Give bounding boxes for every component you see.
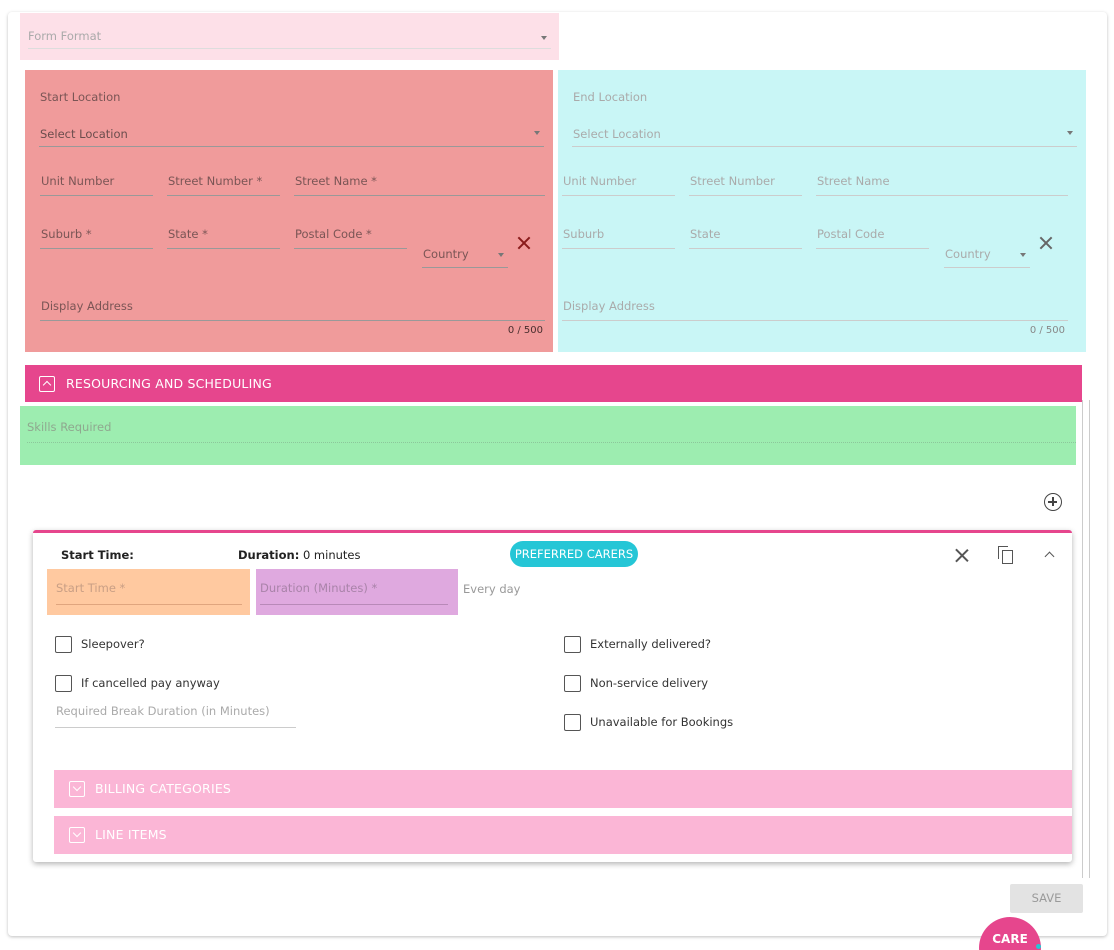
unavailable-bookings-label: Unavailable for Bookings bbox=[590, 715, 734, 729]
billing-categories-title: BILLING CATEGORIES bbox=[95, 781, 232, 796]
end-unit-number-input[interactable]: Unit Number bbox=[562, 174, 675, 196]
non-service-delivery-checkbox[interactable] bbox=[564, 675, 581, 692]
chevron-down-icon bbox=[541, 36, 547, 40]
end-display-address-input[interactable]: Display Address bbox=[562, 299, 1068, 321]
duration-field-label: Duration (Minutes) * bbox=[260, 581, 378, 595]
sleepover-checkbox[interactable] bbox=[55, 636, 72, 653]
duration-summary: Duration: 0 minutes bbox=[238, 548, 360, 562]
start-time-field-label: Start Time * bbox=[56, 581, 126, 595]
externally-delivered-label: Externally delivered? bbox=[590, 637, 711, 651]
skills-underline bbox=[27, 442, 1076, 443]
non-service-delivery-label: Non-service delivery bbox=[590, 676, 709, 690]
end-country-label: Country bbox=[945, 247, 991, 261]
start-unit-number-input[interactable]: Unit Number bbox=[40, 174, 153, 196]
expand-icon[interactable] bbox=[69, 827, 85, 843]
skills-required-label: Skills Required bbox=[27, 420, 112, 434]
end-street-number-label: Street Number bbox=[690, 174, 775, 188]
shift-card: Start Time: Duration: 0 minutes PREFERRE… bbox=[33, 530, 1072, 862]
chevron-up-icon[interactable] bbox=[1043, 549, 1057, 561]
end-location-title: End Location bbox=[573, 90, 648, 104]
form-format-select[interactable]: Form Format bbox=[20, 13, 559, 60]
externally-delivered-checkbox[interactable] bbox=[564, 636, 581, 653]
end-clear-icon[interactable] bbox=[1037, 234, 1055, 252]
end-state-input[interactable]: State bbox=[689, 227, 802, 249]
chevron-down-icon bbox=[1067, 131, 1073, 135]
start-display-address-label: Display Address bbox=[41, 299, 133, 313]
duration-summary-label: Duration: bbox=[238, 548, 300, 562]
start-country-label: Country bbox=[423, 247, 469, 261]
start-display-address-input[interactable]: Display Address bbox=[40, 299, 545, 321]
end-unit-number-label: Unit Number bbox=[563, 174, 637, 188]
end-suburb-label: Suburb bbox=[563, 227, 605, 241]
start-location-panel: Start Location Select Location Unit Numb… bbox=[25, 70, 553, 352]
end-postal-code-input[interactable]: Postal Code bbox=[816, 227, 929, 249]
resourcing-title: RESOURCING AND SCHEDULING bbox=[66, 376, 272, 391]
end-street-name-input[interactable]: Street Name bbox=[816, 174, 1068, 196]
start-char-counter: 0 / 500 bbox=[507, 325, 543, 336]
start-state-input[interactable]: State * bbox=[167, 227, 280, 249]
copy-icon[interactable] bbox=[997, 545, 1017, 565]
billing-categories-section[interactable]: BILLING CATEGORIES bbox=[54, 770, 1072, 808]
form-format-field[interactable]: Form Format bbox=[28, 29, 551, 49]
end-display-address-label: Display Address bbox=[563, 299, 655, 313]
end-location-panel: End Location Select Location Unit Number… bbox=[558, 70, 1086, 352]
logo-dot-icon bbox=[1036, 944, 1041, 949]
start-location-title: Start Location bbox=[40, 90, 121, 104]
save-button[interactable]: SAVE bbox=[1010, 884, 1083, 913]
logo-text: CARE bbox=[992, 932, 1028, 946]
start-postal-code-input[interactable]: Postal Code * bbox=[294, 227, 407, 249]
sleepover-label: Sleepover? bbox=[81, 637, 145, 651]
break-duration-input[interactable]: Required Break Duration (in Minutes) bbox=[55, 703, 296, 728]
break-duration-label: Required Break Duration (in Minutes) bbox=[56, 704, 270, 718]
close-icon[interactable] bbox=[953, 547, 971, 565]
form-format-label: Form Format bbox=[28, 29, 102, 43]
duration-field[interactable]: Duration (Minutes) * bbox=[256, 569, 458, 615]
line-items-title: LINE ITEMS bbox=[95, 827, 167, 842]
duration-summary-value: 0 minutes bbox=[302, 548, 361, 562]
line-items-section[interactable]: LINE ITEMS bbox=[54, 816, 1072, 854]
start-select-location[interactable]: Select Location bbox=[39, 124, 544, 147]
start-street-name-input[interactable]: Street Name * bbox=[294, 174, 545, 196]
start-select-location-label: Select Location bbox=[40, 127, 128, 141]
chevron-down-icon bbox=[534, 131, 540, 135]
start-street-number-input[interactable]: Street Number * bbox=[167, 174, 280, 196]
start-state-label: State * bbox=[168, 227, 208, 241]
end-select-location-label: Select Location bbox=[573, 127, 661, 141]
end-country-select[interactable]: Country bbox=[944, 246, 1030, 268]
start-unit-number-label: Unit Number bbox=[41, 174, 115, 188]
unavailable-bookings-checkbox[interactable] bbox=[564, 714, 581, 731]
duration-input[interactable]: Duration (Minutes) * bbox=[260, 581, 448, 605]
recurrence-text: Every day bbox=[463, 582, 521, 596]
preferred-carers-button[interactable]: PREFERRED CARERS bbox=[510, 541, 638, 567]
chevron-down-icon bbox=[1020, 253, 1026, 257]
start-clear-icon[interactable] bbox=[515, 234, 533, 252]
chevron-down-icon bbox=[498, 253, 504, 257]
start-country-select[interactable]: Country bbox=[422, 246, 508, 268]
end-street-number-input[interactable]: Street Number bbox=[689, 174, 802, 196]
skills-required-field[interactable]: Skills Required bbox=[20, 406, 1076, 465]
end-suburb-input[interactable]: Suburb bbox=[562, 227, 675, 249]
cancelled-pay-label: If cancelled pay anyway bbox=[81, 676, 220, 690]
end-state-label: State bbox=[690, 227, 721, 241]
end-postal-code-label: Postal Code bbox=[817, 227, 885, 241]
start-suburb-label: Suburb * bbox=[41, 227, 92, 241]
resourcing-section-header[interactable]: RESOURCING AND SCHEDULING bbox=[25, 365, 1082, 402]
expand-icon[interactable] bbox=[69, 781, 85, 797]
start-street-name-label: Street Name * bbox=[295, 174, 377, 188]
add-shift-icon[interactable] bbox=[1044, 493, 1062, 511]
start-street-number-label: Street Number * bbox=[168, 174, 263, 188]
scrollbar[interactable] bbox=[1082, 400, 1090, 878]
end-char-counter: 0 / 500 bbox=[1029, 325, 1065, 336]
end-select-location[interactable]: Select Location bbox=[572, 124, 1077, 147]
collapse-icon[interactable] bbox=[39, 376, 55, 392]
end-street-name-label: Street Name bbox=[817, 174, 890, 188]
start-suburb-input[interactable]: Suburb * bbox=[40, 227, 153, 249]
start-time-summary: Start Time: bbox=[61, 548, 134, 562]
start-time-input[interactable]: Start Time * bbox=[56, 581, 242, 605]
start-time-field[interactable]: Start Time * bbox=[47, 569, 250, 615]
start-postal-code-label: Postal Code * bbox=[295, 227, 372, 241]
cancelled-pay-checkbox[interactable] bbox=[55, 675, 72, 692]
